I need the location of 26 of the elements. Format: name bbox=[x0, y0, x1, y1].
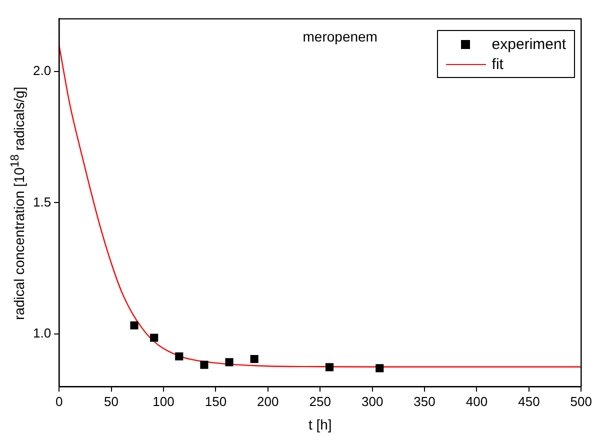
x-tick-label: 250 bbox=[309, 394, 331, 409]
x-tick-label: 450 bbox=[518, 394, 540, 409]
y-tick-label: 1.5 bbox=[32, 194, 52, 210]
legend-label: experiment bbox=[492, 36, 566, 52]
x-tick-label: 500 bbox=[570, 394, 592, 409]
point bbox=[200, 360, 208, 369]
y-tick-label: 2.0 bbox=[32, 62, 52, 78]
x-axis-title: t [h] bbox=[308, 416, 332, 432]
text: meropenem bbox=[302, 28, 378, 45]
x-tick-label: 0 bbox=[55, 394, 63, 409]
x-tick-label: 200 bbox=[257, 394, 279, 409]
point bbox=[175, 352, 184, 360]
x-tick-label: 400 bbox=[466, 394, 488, 409]
point bbox=[130, 321, 138, 330]
x-tick-label: 150 bbox=[204, 394, 227, 409]
x-tick-label: 50 bbox=[104, 394, 119, 409]
legend-label: fit bbox=[492, 56, 504, 72]
x-tick-label: 300 bbox=[361, 394, 384, 409]
y-tick-label: 1.0 bbox=[32, 326, 52, 341]
point bbox=[325, 363, 334, 372]
point bbox=[150, 334, 158, 342]
x-tick-label: 100 bbox=[152, 394, 174, 409]
point bbox=[376, 364, 384, 372]
point bbox=[250, 354, 258, 364]
x-tick-label: 350 bbox=[414, 394, 436, 409]
point bbox=[225, 358, 234, 366]
